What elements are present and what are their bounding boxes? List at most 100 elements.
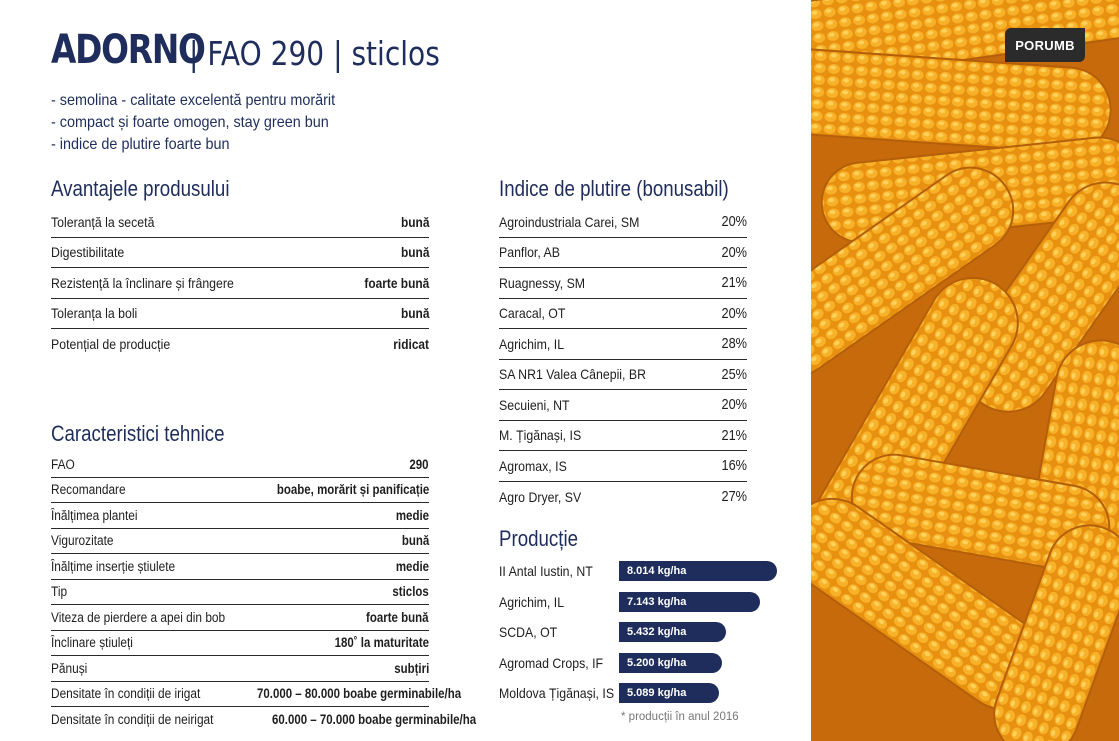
row-value: bună [400, 244, 429, 261]
production-label: Moldova Țigănași, IS [499, 685, 615, 702]
table-row: Ruagnessy, SM 21% [499, 268, 747, 299]
row-value: ridicat [393, 336, 429, 353]
row-value: foarte bună [364, 274, 429, 291]
row-label: Rezistență la înclinare și frângere [51, 274, 234, 291]
table-row: Densitate în condiții de irigat 70.000 – … [51, 682, 461, 707]
table-row: Digestibilitate bună [51, 238, 429, 268]
row-value: 28% [721, 335, 747, 353]
row-label: Ruagnessy, SM [499, 274, 586, 291]
float-index-table: Agroindustriala Carei, SM 20% Panflor, AB… [499, 207, 747, 512]
row-label: Panflor, AB [499, 244, 560, 261]
table-row: Rezistență la înclinare și frângere foart… [51, 268, 429, 299]
row-label: Densitate în condiții de irigat [51, 686, 201, 702]
table-row: Secuieni, NT 20% [499, 390, 747, 421]
row-value: foarte bună [366, 609, 429, 625]
row-value: 20% [721, 243, 747, 261]
row-value: 20% [721, 304, 747, 322]
row-label: Caracal, OT [499, 305, 566, 322]
category-badge: PORUMB [1005, 28, 1085, 62]
row-label: Digestibilitate [51, 244, 125, 261]
row-value: 16% [721, 457, 747, 475]
row-value: medie [395, 507, 429, 523]
feature-list: - semolina - calitate excelentă pentru m… [51, 90, 367, 156]
table-row: Înclinare știuleți 180˚ la maturitate [51, 631, 429, 656]
table-row: Agro Dryer, SV 27% [499, 482, 747, 513]
row-label: FAO [51, 456, 75, 472]
production-label: II Antal Iustin, NT [499, 563, 593, 580]
row-value: bună [400, 213, 429, 230]
production-label: Agromad Crops, IF [499, 654, 604, 671]
row-value: 20% [721, 213, 747, 231]
product-subtitle: | FAO 290 | sticlos [189, 34, 440, 73]
feature-item: - compact și foarte omogen, stay green b… [51, 114, 329, 131]
table-row: Vigurozitate bună [51, 529, 429, 554]
row-label: Înclinare știuleți [51, 635, 133, 651]
row-label: Recomandare [51, 482, 126, 498]
production-label: SCDA, OT [499, 624, 558, 641]
row-value: 60.000 – 70.000 boabe germinabile/ha [271, 712, 476, 728]
product-name: ADORNO [51, 27, 206, 73]
production-bar: 5.089 kg/ha [619, 683, 719, 704]
row-label: Secuieni, NT [499, 396, 570, 413]
production-row: SCDA, OT 5.432 kg/ha [499, 617, 789, 648]
row-value: 20% [721, 396, 747, 414]
production-row: Moldova Țigănași, IS 5.089 kg/ha [499, 678, 789, 709]
production-bar: 7.143 kg/ha [619, 591, 760, 612]
table-row: Agrichim, IL 28% [499, 329, 747, 360]
row-label: Agroindustriala Carei, SM [499, 213, 640, 230]
production-bar: 8.014 kg/ha [619, 561, 777, 582]
row-value: 27% [721, 488, 747, 506]
feature-item: - indice de plutire foarte bun [51, 136, 230, 153]
row-value: bună [400, 305, 429, 322]
technical-table: FAO 290 Recomandare boabe, morărit și pani… [51, 452, 476, 733]
table-row: Agroindustriala Carei, SM 20% [499, 207, 747, 238]
row-label: Agromax, IS [499, 457, 567, 474]
row-label: Agrichim, IL [499, 335, 565, 352]
row-value: 180˚ la maturitate [334, 635, 429, 651]
row-label: Viteza de pierdere a apei din bob [51, 609, 226, 625]
corn-photo [811, 0, 1119, 741]
production-bar: 5.432 kg/ha [619, 622, 726, 643]
technical-heading: Caracteristici tehnice [51, 421, 225, 446]
feature-item: - semolina - calitate excelentă pentru m… [51, 92, 336, 109]
row-label: SA NR1 Valea Cânepii, BR [499, 366, 647, 383]
table-row: Tip sticlos [51, 580, 429, 605]
table-row: Toleranță la secetă bună [51, 207, 429, 238]
row-value: 25% [721, 365, 747, 383]
table-row: Densitate în condiții de neirigat 60.000 … [51, 707, 476, 733]
row-label: Potențial de producție [51, 336, 171, 353]
row-value: 290 [409, 456, 429, 472]
production-chart: II Antal Iustin, NT 8.014 kg/ha Agrichim,… [499, 556, 789, 709]
row-label: Pănuși [51, 660, 88, 676]
row-label: Agro Dryer, SV [499, 488, 582, 505]
table-row: SA NR1 Valea Cânepii, BR 25% [499, 360, 747, 390]
page-title: ADORNO | FAO 290 | sticlos [51, 27, 440, 73]
production-heading: Producție [499, 526, 579, 551]
advantages-heading: Avantajele produsului [51, 176, 230, 201]
row-label: Toleranța la boli [51, 305, 138, 322]
row-label: Densitate în condiții de neirigat [51, 712, 214, 728]
row-value: medie [395, 558, 429, 574]
table-row: Înălțime inserție știulete medie [51, 554, 429, 580]
production-note: * producții în anul 2016 [621, 711, 739, 723]
advantages-table: Toleranță la secetă bună Digestibilitate b… [51, 207, 429, 360]
production-bar: 5.200 kg/ha [619, 652, 722, 673]
table-row: Recomandare boabe, morărit și panificație [51, 478, 429, 503]
table-row: FAO 290 [51, 452, 429, 478]
row-value: 70.000 – 80.000 boabe germinabile/ha [256, 686, 461, 702]
production-row: II Antal Iustin, NT 8.014 kg/ha [499, 556, 789, 587]
row-label: Tip [51, 584, 68, 600]
table-row: Caracal, OT 20% [499, 299, 747, 329]
float-index-heading: Indice de plutire (bonusabil) [499, 176, 729, 201]
row-label: Înălțime inserție știulete [51, 558, 176, 574]
corn-image [811, 0, 1119, 741]
table-row: Pănuși subțiri [51, 656, 429, 682]
row-label: Vigurozitate [51, 533, 114, 549]
table-row: M. Țigănași, IS 21% [499, 421, 747, 451]
row-value: 21% [721, 274, 747, 292]
row-value: bună [401, 533, 429, 549]
row-value: sticlos [392, 584, 429, 600]
table-row: Viteza de pierdere a apei din bob foarte … [51, 605, 429, 631]
production-row: Agromad Crops, IF 5.200 kg/ha [499, 648, 789, 679]
table-row: Agromax, IS 16% [499, 451, 747, 482]
